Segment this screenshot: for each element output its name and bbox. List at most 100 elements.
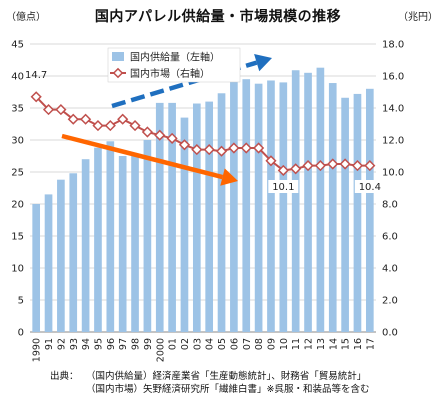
bar (205, 101, 214, 332)
x-tick-label: 08 (254, 338, 265, 350)
bar (118, 156, 127, 332)
legend-bar-swatch (112, 52, 124, 61)
right-axis-unit: （兆円） (398, 12, 436, 23)
legend-line-marker (112, 67, 124, 79)
bar (267, 80, 275, 332)
x-tick-label: 01 (168, 338, 179, 350)
bar (106, 141, 115, 332)
market-point (166, 132, 178, 144)
y-left-tick-label: 45 (11, 40, 24, 51)
legend-line-label: 国内市場（右軸） (130, 67, 210, 80)
data-label-bg (354, 180, 385, 193)
bar (44, 194, 53, 332)
x-tick-label: 99 (143, 338, 154, 350)
bar (353, 93, 362, 332)
market-point (30, 91, 42, 103)
market-point (302, 160, 314, 172)
market-point (92, 120, 104, 132)
market-point (290, 163, 302, 175)
legend-box (107, 47, 241, 83)
y-right-tick-label: 0.0 (382, 328, 398, 339)
market-point (55, 104, 67, 116)
data-label: 10.1 (272, 182, 294, 193)
data-label: 14.7 (25, 70, 47, 81)
x-tick-label: 09 (266, 338, 277, 350)
x-tick-label: 16 (353, 338, 364, 350)
y-left-tick-label: 0 (18, 328, 24, 339)
x-tick-label: 93 (69, 338, 80, 350)
x-tick-label: 95 (93, 338, 104, 350)
source-note: 出典： （国内供給量）経済産業省「生産動態統計」、財務省「貿易統計」 （国内市場）… (50, 370, 369, 396)
y-left-tick-label: 20 (11, 200, 24, 211)
data-label: 10.4 (359, 182, 381, 193)
bar (94, 147, 102, 332)
y-left-tick-label: 5 (18, 296, 24, 307)
y-right-tick-label: 12.0 (382, 136, 404, 147)
bar (304, 72, 312, 333)
x-tick-label: 15 (341, 338, 352, 350)
x-tick-label: 92 (56, 338, 67, 350)
x-tick-label: 94 (81, 338, 92, 350)
x-tick-label: 98 (131, 338, 142, 350)
down-trend-arrow (61, 133, 238, 186)
bar (168, 102, 176, 332)
x-tick-label: 03 (192, 338, 203, 350)
chart-title: 国内アパレル供給量・市場規模の推移 (94, 9, 342, 25)
x-tick-label: 2000 (155, 338, 166, 362)
market-point (327, 158, 339, 170)
market-point (80, 113, 92, 125)
market-point (339, 158, 351, 170)
bar (81, 159, 90, 332)
x-tick-label: 14 (328, 338, 339, 350)
source-line-1: （国内供給量）経済産業省「生産動態統計」、財務省「貿易統計」 (86, 371, 367, 382)
bar (155, 102, 164, 332)
y-right-tick-label: 18.0 (382, 40, 404, 51)
market-point (351, 160, 364, 172)
x-tick-label: 17 (365, 338, 376, 350)
market-point (265, 155, 277, 167)
y-right-tick-label: 14.0 (382, 104, 404, 115)
market-point (240, 142, 252, 154)
x-tick-label: 04 (205, 338, 216, 350)
market-point (203, 144, 215, 156)
x-tick-label: 13 (316, 338, 327, 350)
y-right-tick-label: 2.0 (382, 296, 398, 307)
bar (365, 88, 374, 332)
x-tick-label: 11 (291, 338, 302, 350)
market-point (178, 139, 191, 151)
bar (143, 140, 152, 332)
bar (192, 103, 201, 333)
left-axis-unit: （億点） (6, 12, 46, 23)
x-tick-label: 12 (304, 338, 315, 350)
legend-bar-label: 国内供給量（左軸） (130, 51, 220, 64)
bar (316, 67, 325, 333)
bar (217, 93, 226, 332)
x-tick-label: 1990 (32, 338, 43, 362)
y-left-tick-label: 25 (11, 168, 24, 179)
bar (230, 79, 238, 332)
bar (254, 83, 263, 333)
bar (57, 179, 65, 332)
bar (341, 97, 349, 332)
bar (291, 70, 300, 333)
y-right-tick-label: 6.0 (382, 232, 398, 243)
x-tick-label: 97 (118, 338, 129, 350)
x-tick-label: 05 (217, 338, 228, 350)
market-point (215, 145, 228, 157)
market-point (228, 142, 240, 154)
market-point (314, 160, 326, 172)
x-tick-label: 91 (44, 338, 55, 350)
y-right-tick-label: 8.0 (382, 200, 398, 211)
y-right-tick-label: 16.0 (382, 72, 404, 83)
bar (32, 204, 41, 332)
source-lead: 出典： (50, 371, 79, 382)
x-tick-label: 10 (279, 338, 290, 350)
market-point (364, 160, 376, 172)
market-point (277, 164, 289, 176)
market-point (141, 126, 153, 138)
market-line (35, 96, 370, 172)
y-left-tick-label: 40 (11, 72, 24, 83)
x-tick-label: 96 (106, 338, 117, 350)
market-point (154, 129, 166, 141)
